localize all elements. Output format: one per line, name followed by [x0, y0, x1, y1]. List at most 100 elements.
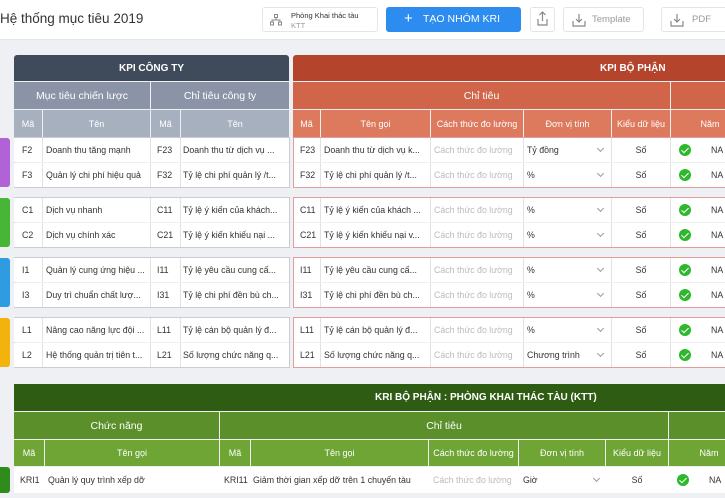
column-divider	[670, 258, 671, 282]
unit-select[interactable]: Tỷ đồng	[527, 145, 559, 155]
template-button[interactable]: Template	[563, 7, 644, 32]
share-button[interactable]	[530, 7, 555, 32]
year-value: NA	[711, 290, 724, 300]
kri-row[interactable]	[14, 467, 725, 493]
measure-method-input[interactable]: Cách thức đo lường	[434, 230, 513, 240]
strategy-name[interactable]: Dịch vụ nhanh	[46, 205, 103, 215]
unit-select[interactable]: %	[527, 205, 535, 215]
column-divider	[42, 138, 43, 162]
measure-method-input[interactable]: Cách thức đo lường	[434, 265, 513, 275]
column-divider	[320, 198, 321, 222]
kri-col-measure: Cách thức đo lường	[429, 440, 518, 466]
company-target-code: L21	[157, 350, 172, 360]
strategy-name[interactable]: Quản lý chi phí hiệu quả	[46, 170, 141, 180]
strategy-name[interactable]: Duy trì chuẩn chất lượ...	[46, 290, 141, 300]
company-kpi-row[interactable]	[14, 258, 289, 282]
dept-target-name[interactable]: Tỷ lệ yêu cầu cung cấ...	[324, 265, 417, 275]
company-kpi-row[interactable]	[14, 318, 289, 342]
dept-kpi-row[interactable]	[294, 283, 725, 307]
dept-kpi-row[interactable]	[294, 138, 725, 162]
dept-target-name[interactable]: Số lượng chức năng q...	[324, 350, 420, 360]
year-value: NA	[711, 145, 724, 155]
company-target-code: C21	[157, 230, 174, 240]
check-circle-icon[interactable]	[679, 349, 691, 361]
create-kri-group-button[interactable]: + TẠO NHÓM KRI	[386, 7, 521, 32]
company-target-name[interactable]: Doanh thu từ dịch vụ ...	[183, 145, 275, 155]
col-header-name: Tên	[43, 110, 150, 137]
dept-kpi-row[interactable]	[294, 318, 725, 342]
unit-select[interactable]: Chương trình	[527, 350, 580, 360]
unit-select[interactable]: %	[527, 170, 535, 180]
unit-select[interactable]: %	[527, 325, 535, 335]
kri-row-function[interactable]: Quản lý quy trình xếp dỡ	[48, 475, 145, 485]
measure-method-input[interactable]: Cách thức đo lường	[434, 145, 513, 155]
dept-target-name[interactable]: Tỷ lệ chi phí đền bù ch...	[324, 290, 420, 300]
column-divider	[430, 283, 431, 307]
strategy-name[interactable]: Doanh thu tăng mạnh	[46, 145, 131, 155]
column-divider	[150, 223, 151, 247]
company-kpi-row[interactable]	[14, 163, 289, 187]
company-target-name[interactable]: Tỷ lệ ý kiến của khách...	[183, 205, 278, 215]
check-circle-icon[interactable]	[679, 289, 691, 301]
dept-kpi-row[interactable]	[294, 223, 725, 247]
measure-method-input[interactable]: Cách thức đo lường	[434, 205, 513, 215]
check-circle-icon[interactable]	[679, 169, 691, 181]
measure-method-input[interactable]: Cách thức đo lường	[434, 325, 513, 335]
unit-select[interactable]: %	[527, 290, 535, 300]
unit-select[interactable]: %	[527, 265, 535, 275]
dept-kpi-row[interactable]	[294, 343, 725, 367]
unit-selector[interactable]: Phòng Khai thác tàu KTT	[262, 7, 378, 32]
kri-dept-title: KRI BỘ PHẬN : PHÒNG KHAI THÁC TÀU (KTT)	[14, 384, 725, 411]
dept-target-name[interactable]: Tỷ lệ ý kiến khiếu nại v...	[324, 230, 420, 240]
kri-row-measure-input[interactable]: Cách thức đo lường	[433, 475, 512, 485]
dept-target-name[interactable]: Doanh thu từ dịch vụ k...	[324, 145, 420, 155]
data-type: Số	[635, 205, 647, 215]
column-divider	[42, 198, 43, 222]
strategy-name[interactable]: Quản lý cung ứng hiệu ...	[46, 265, 145, 275]
dept-kpi-row[interactable]	[294, 163, 725, 187]
plus-icon: +	[404, 10, 413, 27]
company-goal-group	[14, 317, 290, 368]
check-circle-icon[interactable]	[679, 144, 691, 156]
company-kpi-row[interactable]	[14, 343, 289, 367]
dept-kpi-row[interactable]	[294, 258, 725, 282]
dept-target-name[interactable]: Tỷ lệ chi phí quản lý /t...	[324, 170, 417, 180]
strategy-code: L1	[22, 325, 32, 335]
measure-method-input[interactable]: Cách thức đo lường	[434, 350, 513, 360]
kri-row-unit-select[interactable]: Giờ	[523, 475, 538, 485]
company-kpi-row[interactable]	[14, 223, 289, 247]
dept-kpi-row[interactable]	[294, 198, 725, 222]
strategy-code: L2	[22, 350, 32, 360]
pdf-button[interactable]: PDF	[661, 7, 725, 32]
column-divider	[430, 223, 431, 247]
dept-target-name[interactable]: Tỷ lệ ý kiến của khách ...	[324, 205, 421, 215]
column-divider	[670, 198, 671, 222]
column-divider	[523, 343, 524, 367]
unit-select[interactable]: %	[527, 230, 535, 240]
company-kpi-row[interactable]	[14, 283, 289, 307]
check-circle-icon[interactable]	[679, 324, 691, 336]
company-kpi-row[interactable]	[14, 198, 289, 222]
company-target-name[interactable]: Tỷ lệ ý kiến khiếu nại ...	[183, 230, 275, 240]
check-circle-icon[interactable]	[679, 204, 691, 216]
dept-target-name[interactable]: Tỷ lệ cán bộ quản lý đ...	[324, 325, 418, 335]
measure-method-input[interactable]: Cách thức đo lường	[434, 170, 513, 180]
company-target-name[interactable]: Số lượng chức năng q...	[183, 350, 279, 360]
company-target-name[interactable]: Tỷ lệ yêu cầu cung cấ...	[183, 265, 276, 275]
check-circle-icon[interactable]	[679, 229, 691, 241]
measure-method-input[interactable]: Cách thức đo lường	[434, 290, 513, 300]
company-target-name[interactable]: Tỷ lệ chi phí quản lý /t...	[183, 170, 276, 180]
strategy-name[interactable]: Dịch vụ chính xác	[46, 230, 116, 240]
company-target-name[interactable]: Tỷ lệ cán bộ quản lý đ...	[183, 325, 277, 335]
strategy-name[interactable]: Hệ thống quản trị tiên t...	[46, 350, 143, 360]
check-circle-icon[interactable]	[679, 264, 691, 276]
check-circle-icon[interactable]	[677, 474, 689, 486]
column-divider	[320, 258, 321, 282]
company-target-name[interactable]: Tỷ lệ chi phí đền bù ch...	[183, 290, 279, 300]
kri-row-target-title[interactable]: Giảm thời gian xếp dỡ trên 1 chuyến tàu	[253, 475, 411, 485]
company-kpi-row[interactable]	[14, 138, 289, 162]
column-divider	[42, 258, 43, 282]
strategy-name[interactable]: Nâng cao năng lực đội ...	[46, 325, 145, 335]
column-divider	[180, 283, 181, 307]
column-divider	[670, 163, 671, 187]
